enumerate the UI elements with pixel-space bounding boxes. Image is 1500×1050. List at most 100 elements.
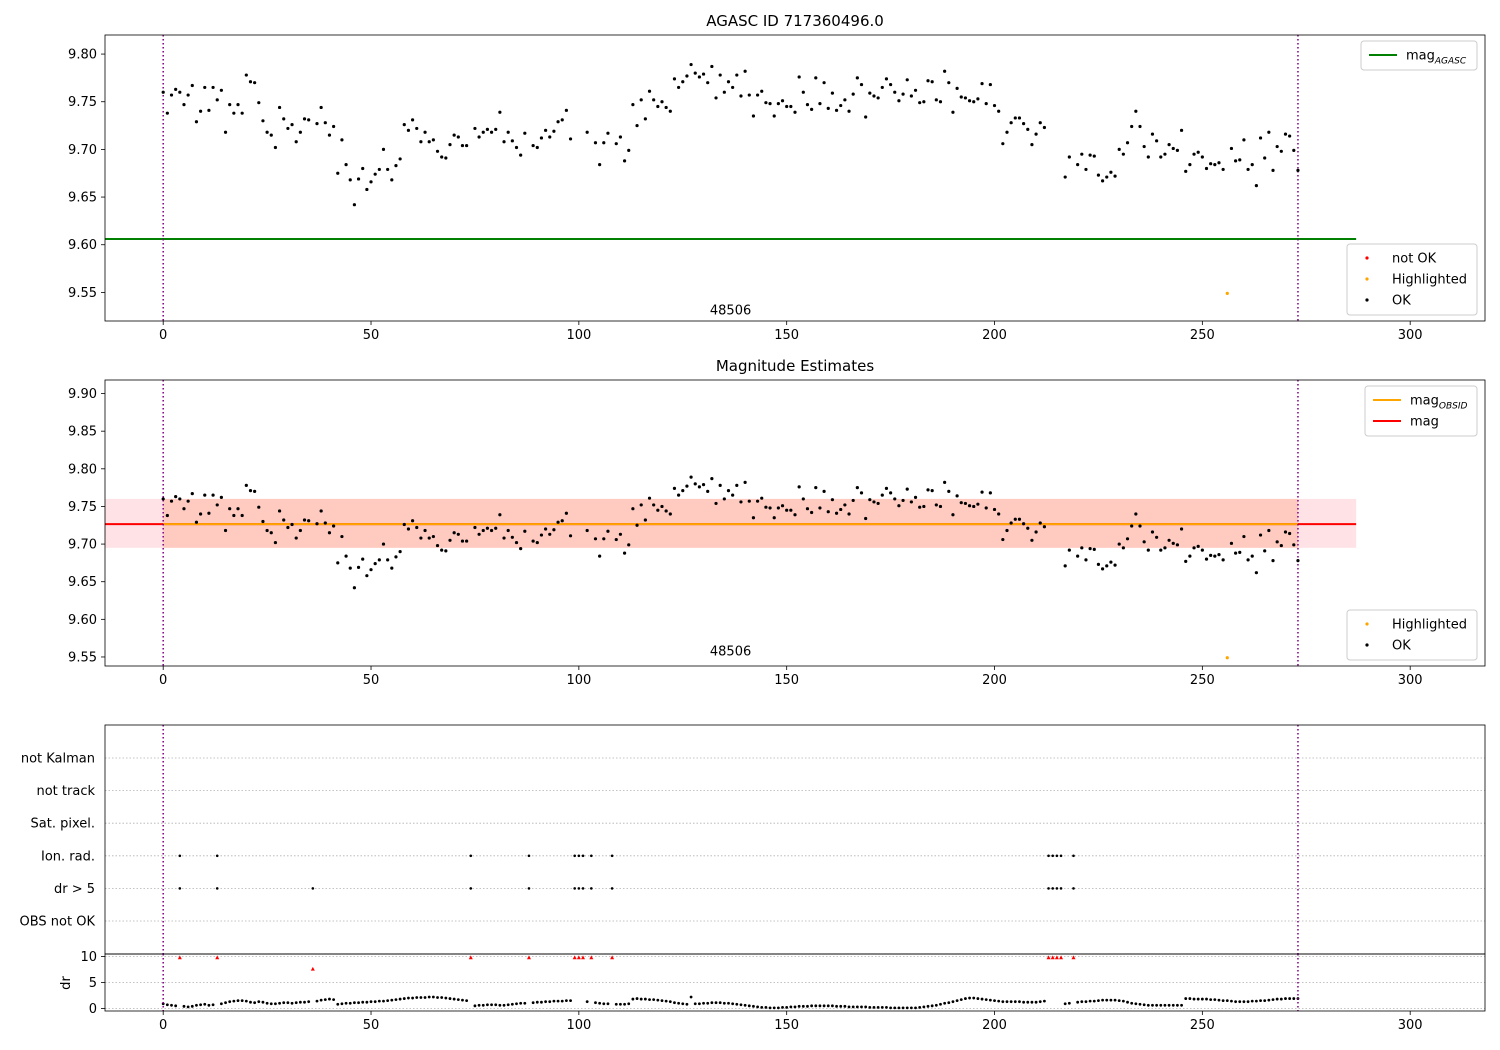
dr-point: [531, 1001, 535, 1005]
top-ok-point: [668, 109, 672, 113]
top-ok-point: [1125, 141, 1130, 145]
middle-ok-point: [228, 507, 232, 511]
top-ok-point: [1030, 143, 1034, 147]
dr-point: [752, 1004, 755, 1008]
middle-ok-point: [922, 504, 926, 509]
dr-point: [564, 999, 568, 1003]
dr-point: [826, 1004, 830, 1008]
dr-point: [831, 1004, 834, 1008]
middle-ytick-label: 9.80: [68, 462, 97, 477]
dr-point: [714, 1001, 718, 1005]
flags-row-label: Sat. pixel.: [31, 817, 95, 832]
dr-outlier-marker: [1071, 955, 1076, 960]
top-ok-point: [656, 104, 660, 109]
middle-ok-point: [290, 522, 294, 527]
middle-xtick-label: 100: [566, 673, 591, 688]
top-ok-point: [714, 96, 718, 100]
dr-point: [440, 996, 444, 999]
dr-point: [1092, 999, 1096, 1003]
top-ok-point: [1009, 121, 1013, 125]
dr-point: [1113, 998, 1117, 1002]
middle-ytick-label: 9.70: [68, 538, 97, 553]
middle-ok-point: [323, 521, 327, 525]
dr-point: [1171, 1003, 1175, 1007]
middle-ok-point: [614, 537, 618, 542]
top-ok-point: [261, 119, 265, 123]
dr-outlier-marker: [468, 955, 473, 960]
middle-ok-point: [1275, 540, 1279, 544]
middle-ok-point: [215, 503, 219, 507]
middle-ok-point: [269, 531, 273, 535]
dr-point: [934, 1003, 938, 1007]
middle-ok-point: [1184, 559, 1188, 563]
top-ok-point: [606, 131, 610, 135]
middle-ok-point: [1204, 557, 1209, 561]
middle-ok-point: [302, 518, 307, 522]
top-ok-point: [1080, 152, 1084, 156]
middle-ok-point: [257, 505, 261, 509]
middle-xtick-label: 250: [1190, 673, 1215, 688]
dr-point: [361, 1000, 365, 1004]
top-ok-point: [1238, 158, 1242, 162]
middle-ok-point: [697, 485, 701, 489]
dr-point: [681, 1002, 685, 1006]
middle-ok-point: [1042, 525, 1046, 529]
top-ok-point: [386, 167, 390, 172]
middle-ok-point: [789, 508, 793, 512]
middle-ok-point: [340, 534, 344, 539]
top-ok-point: [789, 104, 793, 109]
middle-ok-point: [315, 522, 319, 526]
top-ok-point: [240, 111, 244, 115]
middle-ok-point: [190, 492, 194, 496]
middle-ok-point: [1017, 517, 1022, 521]
flags-point: [1055, 887, 1059, 890]
flags-point: [581, 854, 585, 858]
dr-point: [847, 1005, 851, 1009]
middle-ok-point: [186, 499, 190, 503]
dr-point: [897, 1006, 901, 1010]
top-ok-point: [194, 120, 199, 124]
top-ok-point: [1017, 116, 1022, 120]
dr-point: [1005, 1000, 1009, 1004]
top-ok-point: [972, 100, 976, 104]
middle-ok-point: [701, 483, 706, 487]
dr-point: [660, 999, 664, 1003]
middle-ok-point: [768, 506, 772, 510]
middle-xtick-label: 200: [982, 673, 1007, 688]
middle-ytick-label: 9.75: [68, 500, 97, 515]
top-ok-point: [731, 85, 735, 90]
top-ok-point: [1100, 179, 1105, 183]
dr-point: [552, 999, 556, 1003]
dr-point: [648, 998, 651, 1001]
middle-ok-point: [893, 497, 897, 501]
flags-point: [1055, 854, 1059, 858]
top-ok-point: [1229, 146, 1234, 151]
dr-xtick-label: 250: [1190, 1018, 1215, 1033]
middle-ok-point: [930, 489, 934, 493]
flags-point: [1051, 887, 1055, 890]
dr-point: [1192, 997, 1196, 1001]
middle-ok-point: [244, 483, 248, 487]
dr-point: [793, 1005, 797, 1009]
middle-ok-point: [664, 509, 668, 513]
dr-point: [731, 1002, 735, 1006]
middle-ok-point: [1167, 538, 1171, 542]
top-ok-point: [1271, 168, 1275, 172]
top-ok-point: [859, 82, 864, 87]
middle-ok-point: [560, 519, 564, 523]
top-ok-point: [1179, 128, 1184, 132]
top-ok-point: [365, 187, 369, 192]
dr-point: [257, 1000, 261, 1004]
dr-point: [232, 999, 236, 1003]
middle-ok-point: [1076, 554, 1080, 558]
dr-point: [473, 1004, 477, 1008]
dr-point: [1076, 1000, 1080, 1004]
middle-ok-point: [988, 491, 992, 495]
top-lower-legend-label: OK: [1392, 294, 1411, 309]
dr-point: [1242, 1000, 1246, 1004]
flags-point: [1072, 854, 1075, 858]
top-ok-point: [248, 80, 253, 84]
dr-point: [1013, 1000, 1017, 1004]
top-ok-point: [780, 99, 785, 103]
dr-point: [1200, 997, 1204, 1001]
